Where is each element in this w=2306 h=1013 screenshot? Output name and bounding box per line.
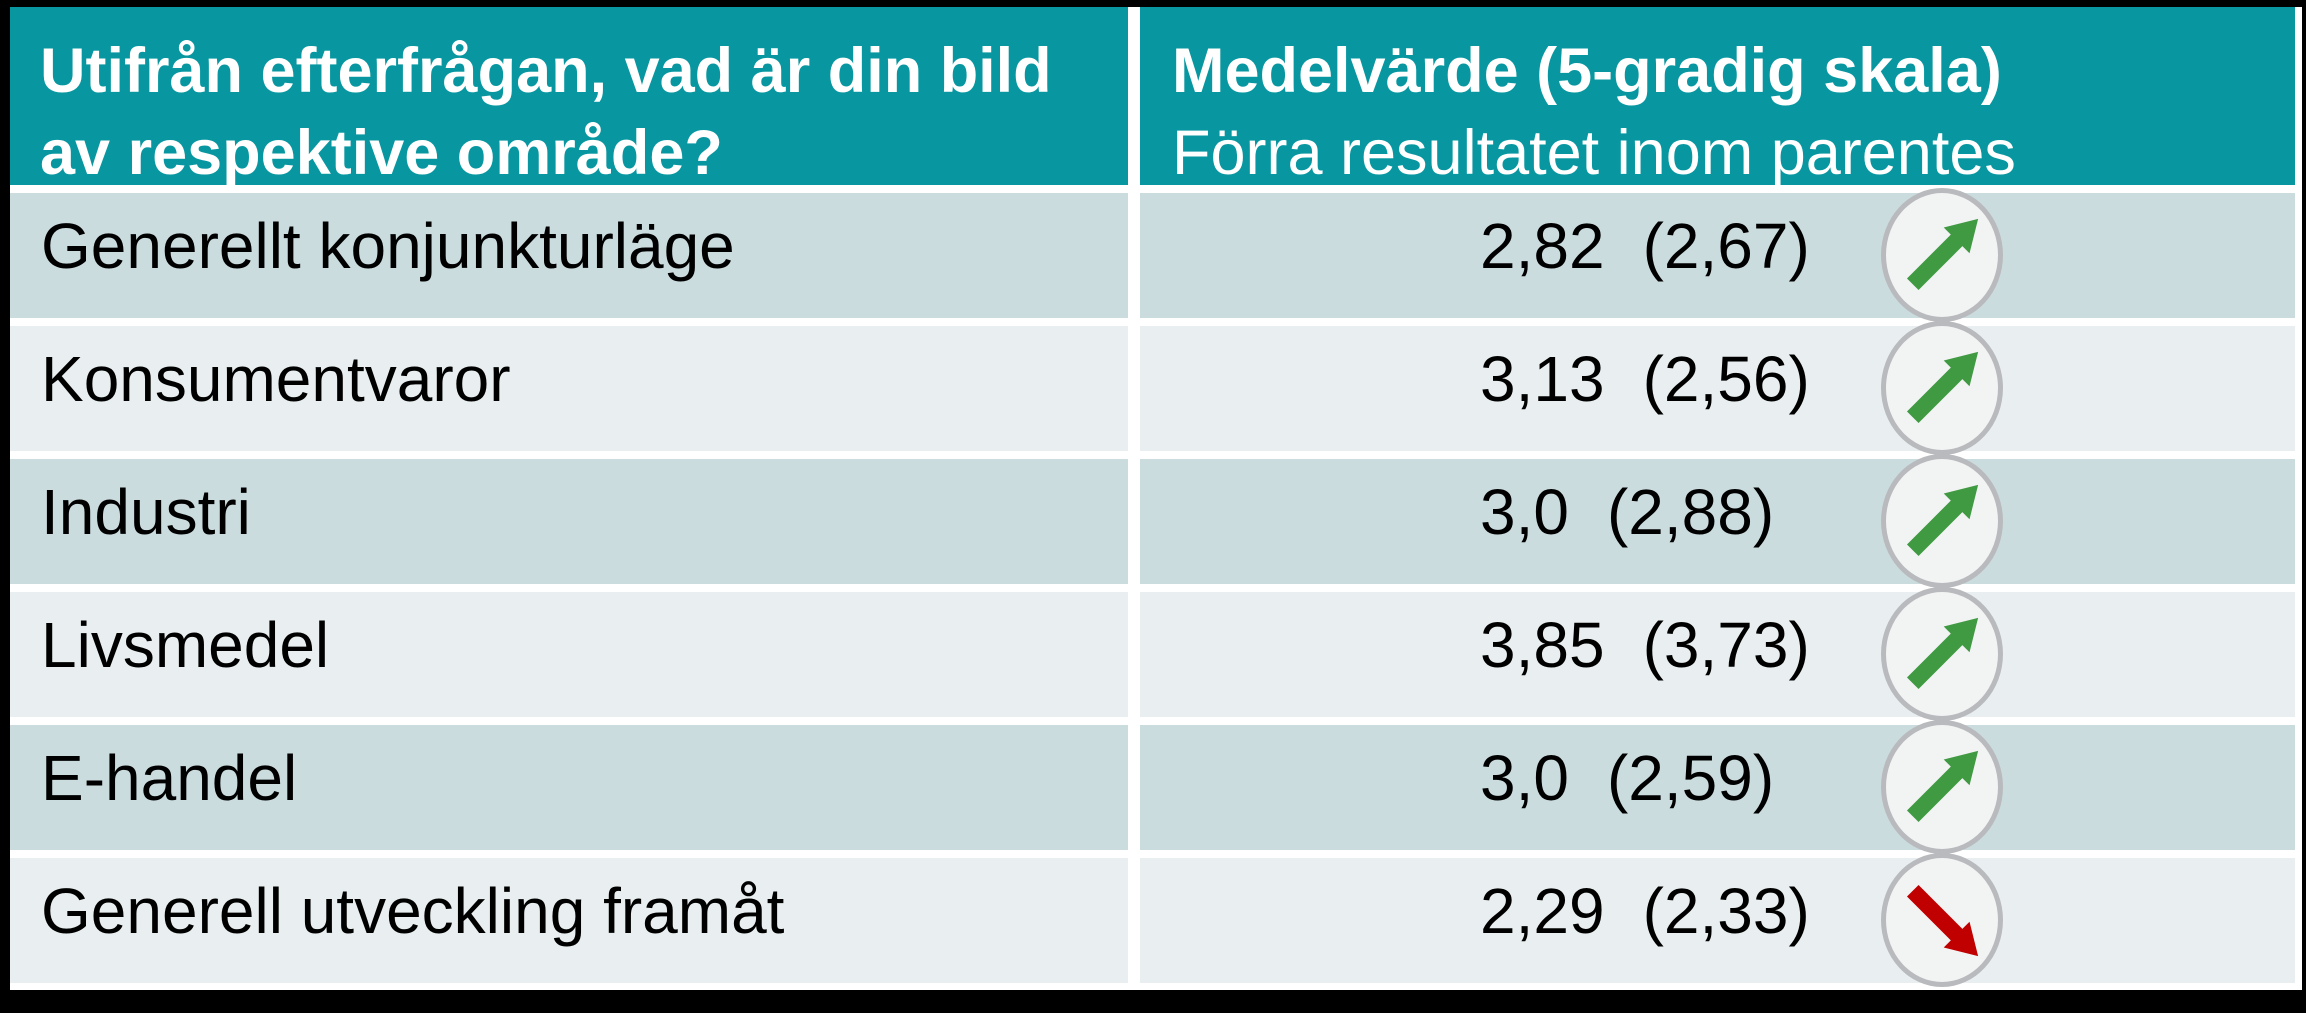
area-cell: E-handel [10,725,1128,850]
table-row: Konsumentvaror 3,13 (2,56) [10,321,2302,455]
value-header-cell: Medelvärde (5-gradig skala) Förra result… [1140,7,2295,188]
area-label: E-handel [41,742,298,814]
trend-up-arrow-icon [1906,617,1979,690]
trend-up-arrow-icon [1906,484,1979,557]
question-header-cell: Utifrån efterfrågan, vad är din bild av … [10,7,1128,188]
value-text: 3,85 (3,73) [1480,608,1810,682]
question-line-1: Utifrån efterfrågan, vad är din bild [40,36,1052,106]
mean-value: 3,85 [1480,609,1605,681]
area-label: Konsumentvaror [41,343,511,415]
value-cell: 3,13 (2,56) [1140,321,2295,455]
trend-up-arrow-icon [1906,218,1979,291]
value-cell: 2,29 (2,33) [1140,853,2295,987]
table-row: Generellt konjunkturläge 2,82 (2,67) [10,188,2302,322]
table-row: Livsmedel 3,85 (3,73) [10,587,2302,721]
mean-value: 3,13 [1480,343,1605,415]
trend-up-arrow-icon [1906,750,1979,823]
table-body: Generellt konjunkturläge 2,82 (2,67) [10,188,2302,987]
area-cell: Generell utveckling framåt [10,858,1128,983]
mean-value: 3,0 [1480,476,1569,548]
trend-badge [1881,853,2003,987]
table-row: E-handel 3,0 (2,59) [10,720,2302,854]
value-text: 3,0 (2,88) [1480,475,1774,549]
value-text: 3,0 (2,59) [1480,741,1774,815]
value-cell: 2,82 (2,67) [1140,188,2295,322]
table-row: Industri 3,0 (2,88) [10,454,2302,588]
trend-up-arrow-icon [1906,351,1979,424]
value-cell: 3,0 (2,88) [1140,454,2295,588]
previous-value: (2,67) [1642,210,1810,282]
previous-value: (2,56) [1642,343,1810,415]
value-cell: 3,0 (2,59) [1140,720,2295,854]
value-cell: 3,85 (3,73) [1140,587,2295,721]
previous-value: (2,88) [1606,476,1775,548]
trend-badge [1881,454,2003,588]
area-label: Generellt konjunkturläge [41,210,735,282]
area-label: Generell utveckling framåt [41,875,785,947]
trend-badge [1881,188,2003,322]
value-text: 3,13 (2,56) [1480,342,1810,416]
previous-value: (2,33) [1642,875,1810,947]
area-cell: Generellt konjunkturläge [10,193,1128,318]
mean-value: 3,0 [1480,742,1569,814]
value-header-title: Medelvärde (5-gradig skala) [1172,36,2002,106]
area-cell: Livsmedel [10,592,1128,717]
previous-value: (2,59) [1606,742,1775,814]
question-line-2: av respektive område? [40,117,723,188]
table-row: Generell utveckling framåt 2,29 (2,33) [10,853,2302,987]
trend-down-arrow-icon [1906,884,1979,957]
slide-table: Utifrån efterfrågan, vad är din bild av … [10,7,2302,990]
value-header-subtitle: Förra resultatet inom parentes [1172,117,2016,188]
mean-value: 2,29 [1480,875,1605,947]
area-cell: Industri [10,459,1128,584]
trend-badge [1881,720,2003,854]
area-label: Industri [41,476,251,548]
area-cell: Konsumentvaror [10,326,1128,451]
value-text: 2,82 (2,67) [1480,209,1810,283]
previous-value: (3,73) [1642,609,1810,681]
table-header-row: Utifrån efterfrågan, vad är din bild av … [10,7,2302,188]
trend-badge [1881,587,2003,721]
area-label: Livsmedel [41,609,330,681]
mean-value: 2,82 [1480,210,1605,282]
trend-badge [1881,321,2003,455]
value-text: 2,29 (2,33) [1480,874,1810,948]
